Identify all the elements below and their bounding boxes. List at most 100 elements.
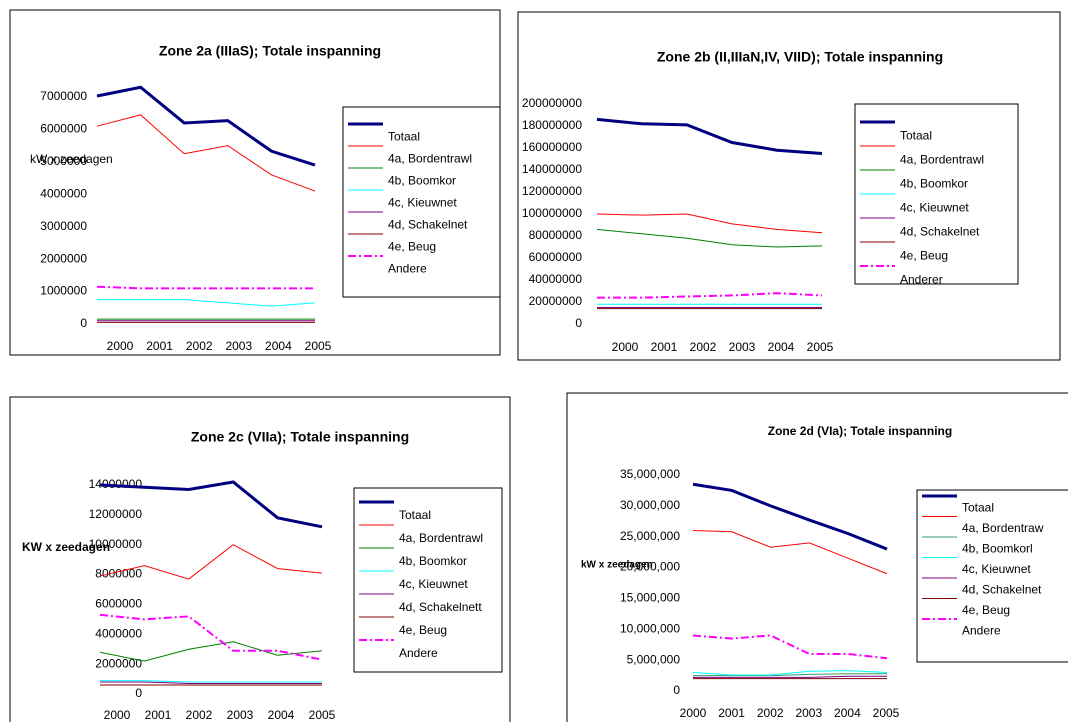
x-tick-label: 2002 <box>186 339 213 353</box>
series-line <box>692 482 888 551</box>
series-line <box>96 285 315 290</box>
legend-label: 4e, Beug <box>962 603 1010 617</box>
y-axis-label: kW x zeedagen <box>581 560 653 571</box>
y-tick-label: 10,000,000 <box>620 621 680 635</box>
series-line <box>692 670 888 676</box>
y-axis-label: KW x zeedagen <box>22 540 110 554</box>
series-line <box>596 213 823 234</box>
x-tick-label: 2002 <box>690 340 717 354</box>
y-tick-label: 2000000 <box>40 251 87 265</box>
x-tick-label: 2003 <box>227 708 254 722</box>
legend-box <box>916 489 1068 663</box>
x-tick-label: 2001 <box>145 708 172 722</box>
y-tick-label: 14000000 <box>89 477 143 491</box>
series-line <box>99 544 323 580</box>
x-tick-label: 2002 <box>757 706 784 720</box>
legend-label: 4e, Beug <box>388 239 436 253</box>
legend-label: 4b, Boomkor <box>399 554 467 568</box>
chart-frame <box>566 392 1068 722</box>
y-tick-label: 6000000 <box>40 122 87 136</box>
x-tick-label: 2004 <box>834 706 861 720</box>
y-tick-label: 160000000 <box>522 140 582 154</box>
x-tick-label: 2004 <box>265 339 292 353</box>
x-tick-label: 2003 <box>795 706 822 720</box>
legend-label: 4d, Schakelnet <box>962 582 1042 596</box>
legend-label: Andere <box>962 623 1001 637</box>
series-line <box>692 530 888 575</box>
legend-label: 4c, Kieuwnet <box>900 201 969 215</box>
y-tick-label: 4000000 <box>95 626 142 640</box>
legend-label: 4c, Kieuwnet <box>388 195 457 209</box>
y-tick-label: 12000000 <box>89 507 143 521</box>
y-tick-label: 0 <box>135 686 142 700</box>
y-tick-label: 35,000,000 <box>620 467 680 481</box>
x-tick-label: 2004 <box>268 708 295 722</box>
legend-label: 4c, Kieuwnet <box>962 562 1031 576</box>
y-tick-label: 40000000 <box>529 272 583 286</box>
x-tick-label: 2001 <box>718 706 745 720</box>
series-line <box>692 634 888 660</box>
y-tick-label: 180000000 <box>522 118 582 132</box>
chart-title: Zone 2c (VIIa); Totale inspanning <box>191 429 409 445</box>
y-tick-label: 8000000 <box>95 567 142 581</box>
y-tick-label: 7000000 <box>40 89 87 103</box>
y-tick-label: 0 <box>80 316 87 330</box>
legend-label: 4b, Boomkor <box>900 177 968 191</box>
x-tick-label: 2001 <box>146 339 173 353</box>
y-tick-label: 6000000 <box>95 597 142 611</box>
x-tick-label: 2005 <box>309 708 336 722</box>
x-tick-label: 2005 <box>807 340 834 354</box>
x-tick-label: 2001 <box>651 340 678 354</box>
y-tick-label: 80000000 <box>529 228 583 242</box>
x-tick-label: 2003 <box>225 339 252 353</box>
legend-label: 4a, Bordentrawl <box>900 153 984 167</box>
series-line <box>99 480 323 529</box>
legend-label: 4a, Bordentraw <box>962 521 1044 535</box>
y-tick-label: 20000000 <box>529 294 583 308</box>
chart-title: Zone 2a (IIIaS); Totale inspanning <box>159 43 381 59</box>
y-tick-label: 1000000 <box>40 284 87 298</box>
series-line <box>99 641 323 662</box>
y-tick-label: 0 <box>575 316 582 330</box>
x-tick-label: 2000 <box>680 706 707 720</box>
y-axis-label: kW x zeedagen <box>30 152 113 166</box>
legend-label: 4e, Beug <box>399 623 447 637</box>
y-tick-label: 2000000 <box>95 656 142 670</box>
legend-label: 4d, Schakelnet <box>900 225 980 239</box>
chart-title: Zone 2d (VIa); Totale inspanning <box>768 424 952 438</box>
x-tick-label: 2002 <box>186 708 213 722</box>
chart-frame <box>9 396 511 722</box>
series-line <box>100 681 322 685</box>
x-tick-label: 2000 <box>104 708 131 722</box>
y-tick-label: 60000000 <box>529 250 583 264</box>
x-tick-label: 2003 <box>729 340 756 354</box>
y-tick-label: 120000000 <box>522 184 582 198</box>
y-tick-label: 4000000 <box>40 186 87 200</box>
y-tick-label: 30,000,000 <box>620 498 680 512</box>
x-tick-label: 2000 <box>612 340 639 354</box>
y-tick-label: 20,000,000 <box>620 560 680 574</box>
x-tick-label: 2004 <box>768 340 795 354</box>
series-line <box>96 114 316 192</box>
legend-label: Andere <box>388 261 427 275</box>
legend-label: Anderer <box>900 273 943 287</box>
series-line <box>100 680 322 683</box>
legend-label: Totaal <box>399 508 431 522</box>
y-tick-label: 0 <box>673 683 680 697</box>
legend-label: Totaal <box>962 500 994 514</box>
legend-box <box>353 487 503 673</box>
legend-label: 4b, Boomkor <box>388 173 456 187</box>
series-line <box>596 228 823 248</box>
x-tick-label: 2005 <box>305 339 332 353</box>
y-tick-label: 25,000,000 <box>620 529 680 543</box>
legend-label: 4e, Beug <box>900 249 948 263</box>
y-tick-label: 5000000 <box>40 154 87 168</box>
y-tick-label: 3000000 <box>40 219 87 233</box>
series-line <box>597 292 823 299</box>
series-line <box>97 299 316 307</box>
y-tick-label: 200000000 <box>522 96 582 110</box>
series-line <box>99 613 323 661</box>
series-line <box>693 675 887 678</box>
legend-label: 4b, Boomkorl <box>962 541 1033 555</box>
series-line <box>96 85 316 167</box>
